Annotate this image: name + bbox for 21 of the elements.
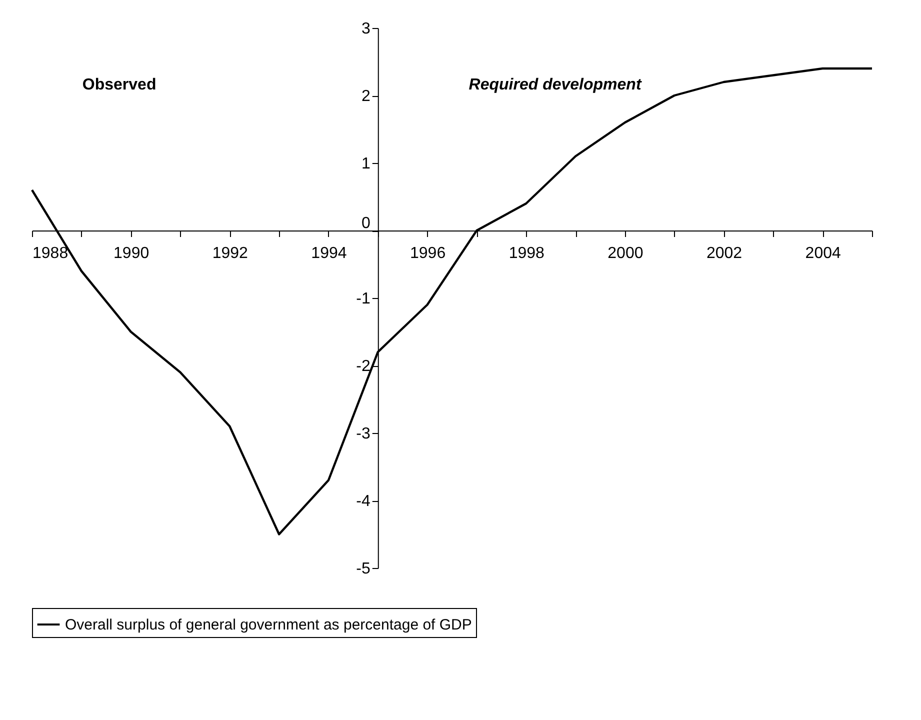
x-tick-label: 1996 bbox=[410, 245, 446, 262]
y-tick-label: -4 bbox=[356, 493, 370, 510]
y-tick-label: 3 bbox=[361, 20, 370, 38]
x-tick-label: 2004 bbox=[805, 245, 841, 262]
y-tick-label: 1 bbox=[361, 156, 370, 172]
x-tick-label: 1994 bbox=[311, 245, 347, 262]
y-tick-label: -1 bbox=[356, 290, 370, 308]
x-tick-label: 1988 bbox=[32, 245, 68, 262]
annotation: Observed bbox=[82, 76, 156, 94]
y-tick-label: 0 bbox=[361, 215, 370, 232]
x-tick-label: 1990 bbox=[114, 245, 150, 262]
annotation: Required development bbox=[468, 76, 642, 94]
y-tick-label: 2 bbox=[361, 88, 370, 105]
x-tick-label: 2002 bbox=[706, 245, 742, 262]
x-tick-label: 2000 bbox=[608, 245, 644, 262]
y-tick-label: -2 bbox=[356, 358, 370, 375]
y-tick-label: -3 bbox=[356, 426, 370, 442]
y-tick-label: -5 bbox=[356, 560, 370, 578]
legend-label: Overall surplus of general government as percentage of GDP bbox=[65, 616, 472, 634]
x-tick-label: 1992 bbox=[212, 245, 248, 262]
x-tick-label: 1998 bbox=[508, 245, 545, 262]
